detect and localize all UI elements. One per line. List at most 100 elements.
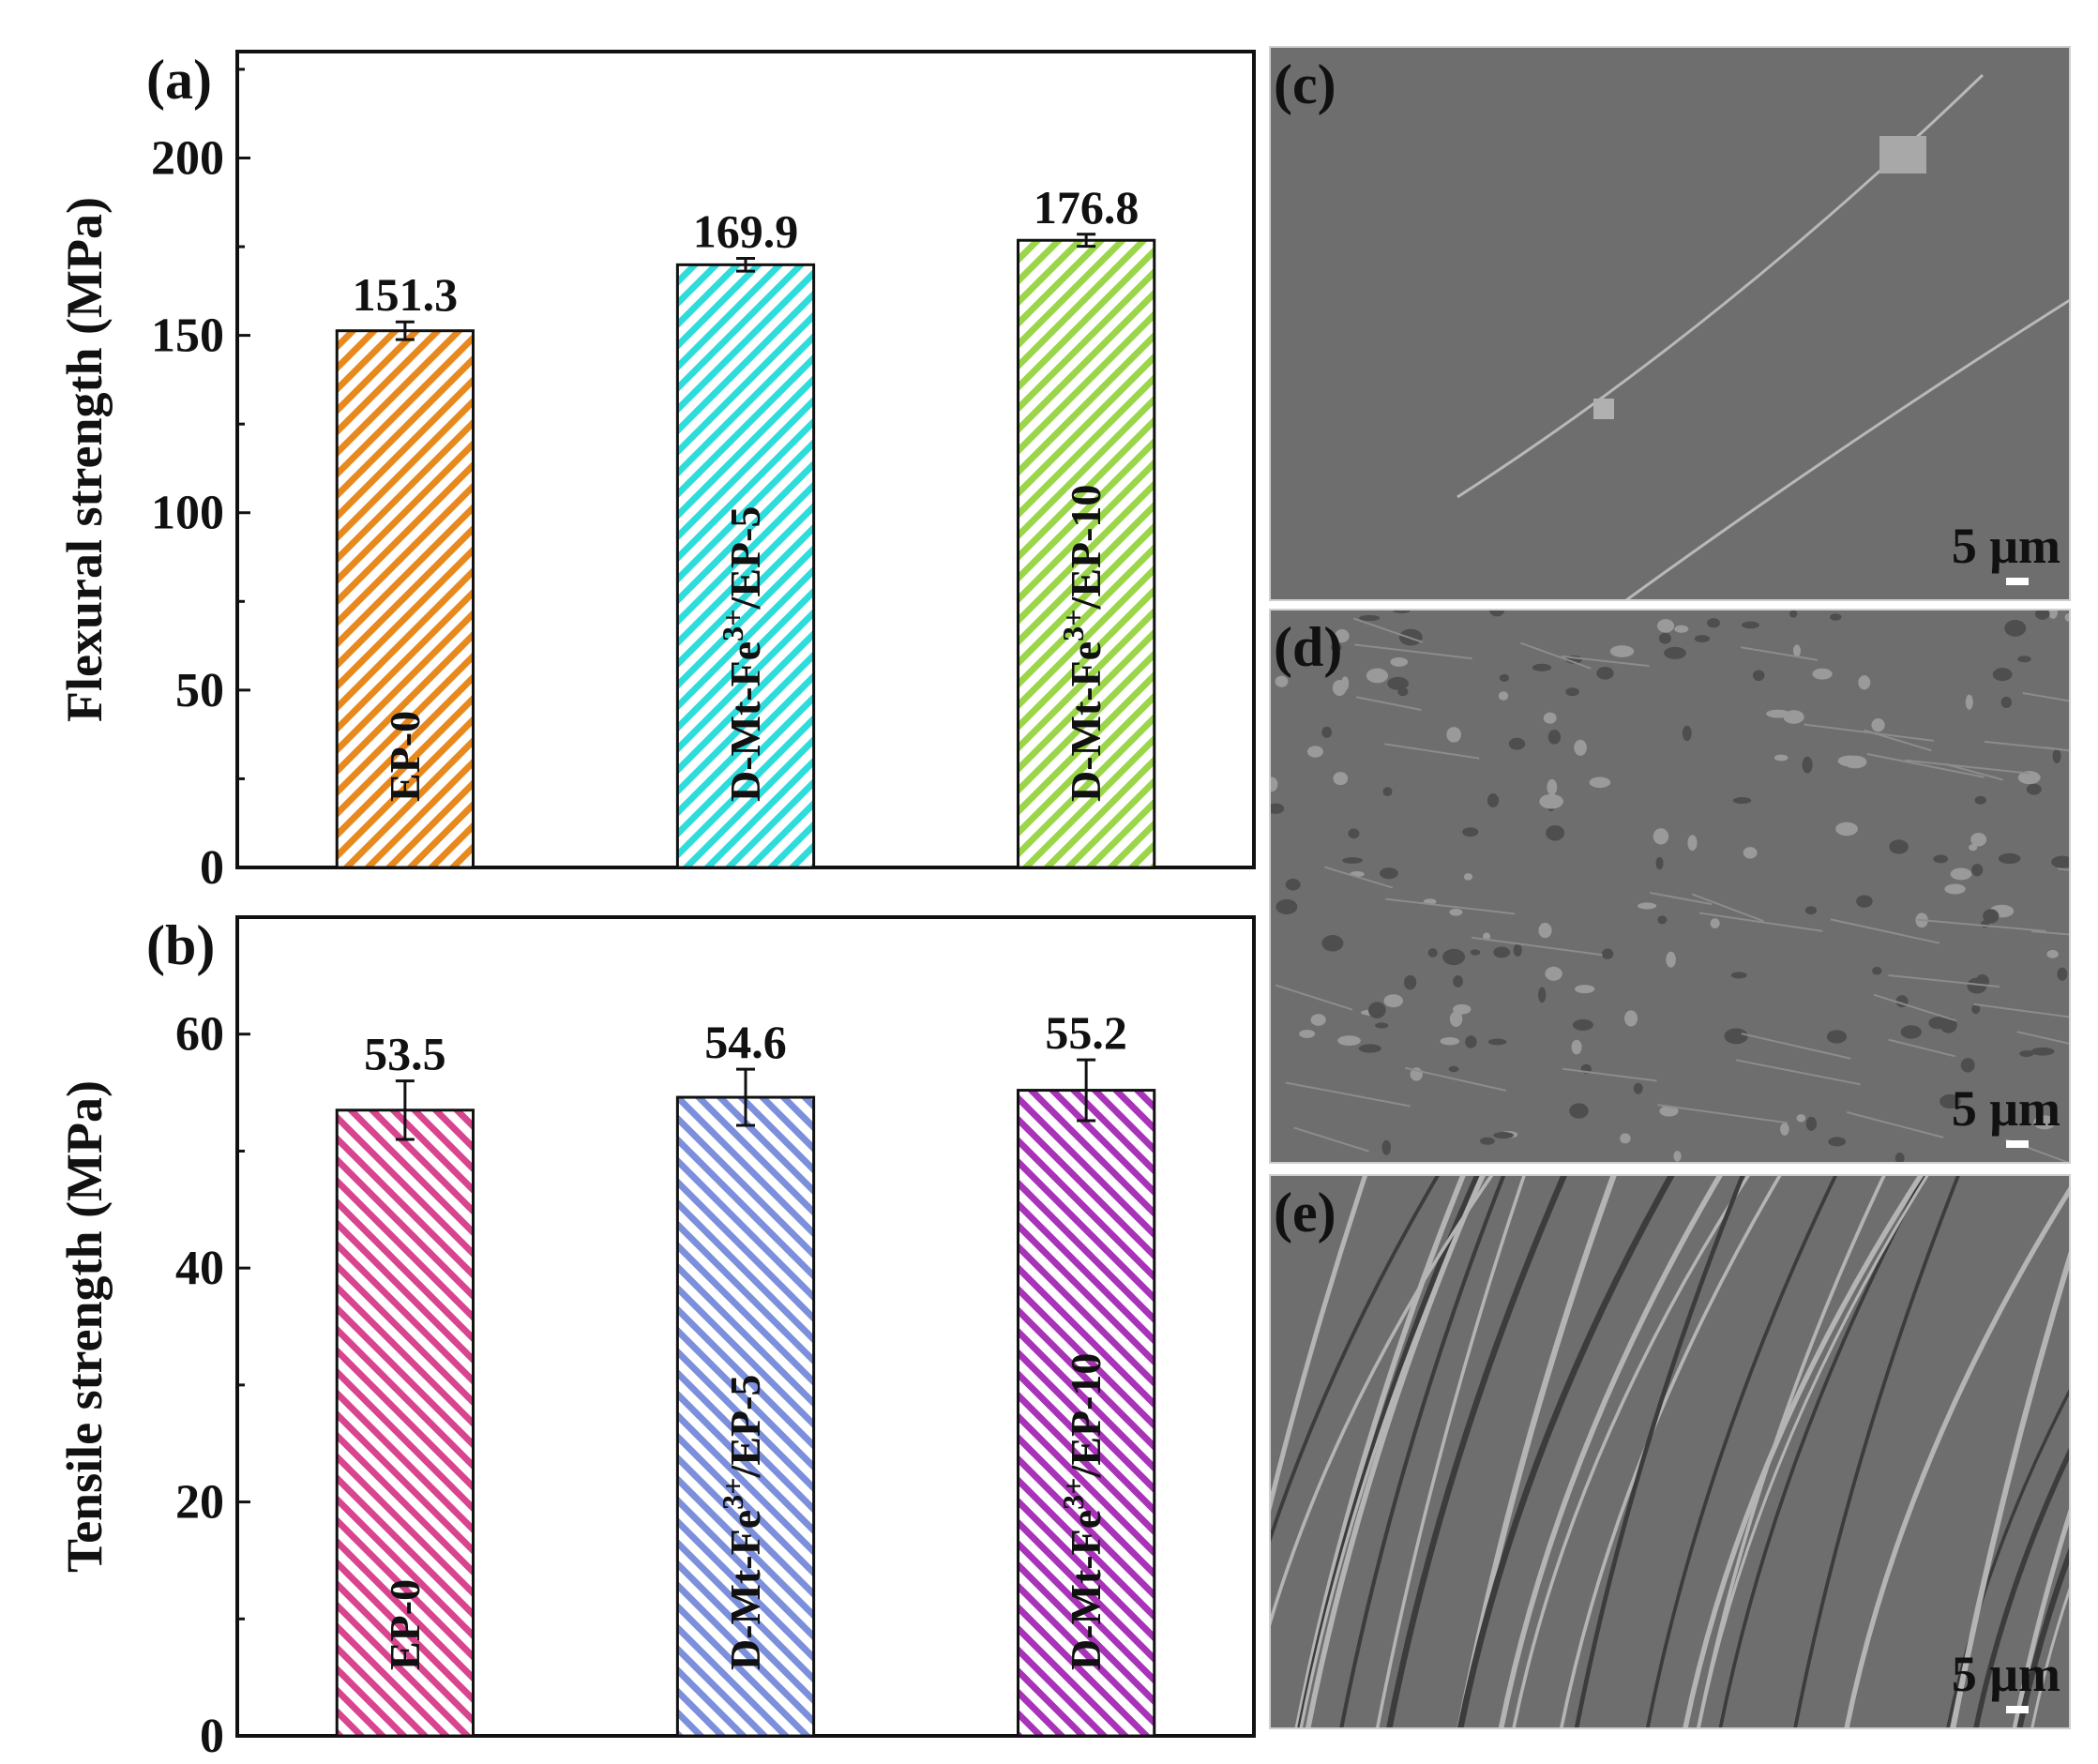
sem-particle [2057,967,2068,981]
sem-particle [1944,883,1966,895]
sem-ridge [1270,1175,1368,1515]
chart-tensile-strength: 0 20 40 60 Tensile strength (MPa) (b) 53.5 EP-0… [56,914,1256,1763]
sem-particle [1508,737,1526,750]
sem-streak [1275,984,1353,1011]
sem-streak [1355,696,1422,712]
sem-particle [2046,949,2059,958]
sem-particle [1571,1039,1582,1055]
chart-flexural-strength: 0 50 100 150 200 Flexural strength (MPa) (a) 15… [56,49,1256,895]
sem-particle [1687,835,1698,852]
sem-streak [1353,643,1472,660]
sem-particle [1773,754,1789,761]
sem-particle [1940,1093,1961,1109]
sem-particle [1894,1153,1905,1163]
sem-streak [2030,930,2070,936]
sem-crack-line [1625,298,2070,600]
sem-particle [2017,656,2031,663]
category-label: EP-0 [381,1579,429,1670]
sem-particle [1493,946,1511,958]
sem-particle [1664,646,1686,659]
sem-particle [1682,725,1692,742]
sem-particle [1858,675,1871,690]
sem-particle [1960,1058,1975,1073]
sem-panel: (c) 5 μm [1269,46,2071,601]
sem-particle [2033,1115,2056,1130]
sem-streak [2022,692,2070,702]
sem-streak [1741,1033,1851,1060]
sem-particle [1498,691,1509,701]
sem-particle [1299,1029,1316,1038]
sem-particle [1837,755,1863,767]
y-tick-label: 60 [175,1008,224,1062]
sem-streak [1384,743,1480,760]
y-tick-label: 0 [200,1710,224,1763]
sem-streak [1735,1059,1861,1086]
sem-particle [1487,1038,1507,1046]
sem-ridge [2030,1584,2070,1728]
sem-streak [1649,891,1713,906]
sem-particle [1796,1113,1806,1123]
sem-particle [1659,1106,1679,1117]
sem-particle [1826,1030,1848,1044]
sem-frame [1269,46,2071,601]
sem-streak [1561,655,1650,668]
sem-particle [1493,1132,1514,1139]
sem-streak [1691,893,1764,923]
sem-ridge [1718,1175,1926,1728]
sem-particle [1673,1151,1682,1162]
sem-particle [1792,644,1802,657]
sem-particle [1342,857,1363,864]
sem-particle [1830,613,1842,621]
sem-streak [1888,973,2000,988]
sem-particle [1835,822,1858,837]
sem-particle [1656,619,1675,633]
bar [675,1095,816,1738]
sem-particle [1933,854,1949,864]
data-label: 176.8 [1034,181,1140,234]
sem-particle [1539,793,1563,809]
sem-streak [1847,1111,1944,1138]
sem-particle [2051,855,2070,868]
sem-particle [1479,1137,1495,1145]
sem-particle [1470,949,1481,956]
sem-particle [1348,828,1360,839]
sem-particle [1382,787,1393,797]
sem-particle [1970,833,1987,847]
sem-particle [1335,629,1350,643]
sem-streak [1741,646,1819,661]
sem-particle [1358,1044,1381,1053]
sem-particle [1601,948,1614,959]
sem-particle [1624,1010,1638,1027]
sem-particle [2019,1050,2034,1058]
sem-particle [1427,948,1438,957]
sem-ridge [1793,1175,1961,1728]
sem-particle [1889,839,1909,854]
sem-ridge [1512,1175,1751,1728]
sem-streak [1888,1038,1955,1058]
sem-particle [1804,906,1818,915]
sem-particle [1971,864,1984,877]
data-label: 151.3 [353,268,459,321]
sem-particle [1321,726,1333,738]
sem-particle [1574,739,1587,756]
sem-background [1270,610,2070,1163]
sem-particle [1967,977,1987,994]
sem-particle [1992,668,2013,682]
sem-ridge [1645,1175,1838,1728]
sem-particle [1333,772,1349,786]
sem-particle [1752,670,1765,682]
y-tick-label: 0 [200,841,224,895]
sem-ridge [1697,1175,1930,1728]
sem-particle [1596,666,1614,680]
sem-particle [1609,645,1635,657]
sem-streak [1917,918,2046,932]
sem-particle [1620,1133,1631,1144]
bar [335,1108,475,1738]
sem-particle [1633,1082,1643,1094]
sem-particle [1270,803,1285,814]
sem-particle [1547,730,1562,745]
sem-streak [1285,1081,1411,1108]
category-label: D-Mt-Fe3+/EP-5 [716,506,769,802]
sem-streak [1520,641,1592,670]
panel-label: (c) [1274,53,1336,115]
